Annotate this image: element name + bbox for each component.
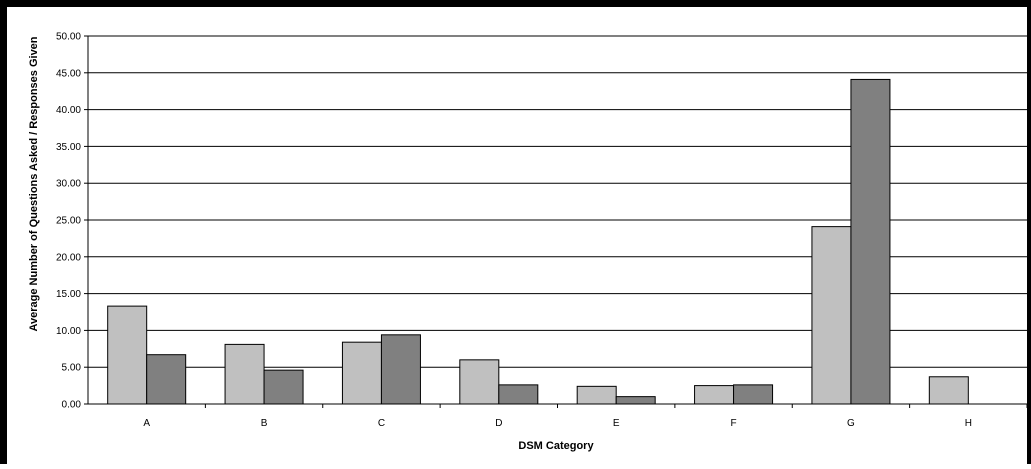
x-tick-label: E [613, 418, 620, 429]
bar-a-series-1 [107, 305, 148, 405]
y-tick-label: 0.00 [62, 400, 82, 411]
x-tick-label: C [378, 418, 385, 429]
y-tick-label: 15.00 [56, 289, 81, 300]
bar-c-series-2 [380, 334, 421, 405]
x-tick-label: G [847, 418, 855, 429]
bar-e-series-2 [615, 396, 656, 405]
bar-f-series-2 [733, 384, 774, 405]
x-axis-title: DSM Category [518, 440, 594, 452]
y-tick-label: 20.00 [56, 252, 81, 263]
x-tick-labels: A B C D E F G H [143, 418, 972, 429]
bars [107, 78, 969, 405]
x-tick-label: F [731, 418, 737, 429]
y-tick-labels: 0.00 5.00 10.00 15.00 20.00 25.00 30.00 35.00 40… [56, 32, 81, 411]
y-tick-label: 10.00 [56, 326, 81, 337]
bar-d-series-1 [459, 359, 500, 405]
bar-c-series-1 [341, 341, 382, 405]
bar-d-series-2 [498, 384, 539, 405]
y-tick-label: 45.00 [56, 68, 81, 79]
y-tick-label: 40.00 [56, 105, 81, 116]
bar-b-series-1 [224, 343, 265, 405]
y-tick-label: 5.00 [62, 363, 82, 374]
x-tick-label: B [261, 418, 268, 429]
bar-a-series-2 [146, 354, 187, 405]
y-tick-label: 50.00 [56, 32, 81, 43]
bar-g-series-2 [850, 78, 891, 405]
x-tick-label: D [495, 418, 502, 429]
x-tick-label: A [143, 418, 150, 429]
bar-chart: 0.00 5.00 10.00 15.00 20.00 25.00 30.00 35.00 40… [28, 32, 1028, 452]
y-tick-label: 30.00 [56, 179, 81, 190]
bar-h-series-1 [928, 376, 969, 405]
x-tick-label: H [965, 418, 972, 429]
bar-g-series-1 [811, 226, 852, 405]
y-tick-label: 35.00 [56, 142, 81, 153]
bar-e-series-1 [576, 385, 617, 405]
bar-b-series-2 [263, 369, 304, 405]
bar-f-series-1 [694, 385, 735, 405]
y-tick-label: 25.00 [56, 216, 81, 227]
y-axis-title: Average Number of Questions Asked / Resp… [28, 36, 40, 331]
